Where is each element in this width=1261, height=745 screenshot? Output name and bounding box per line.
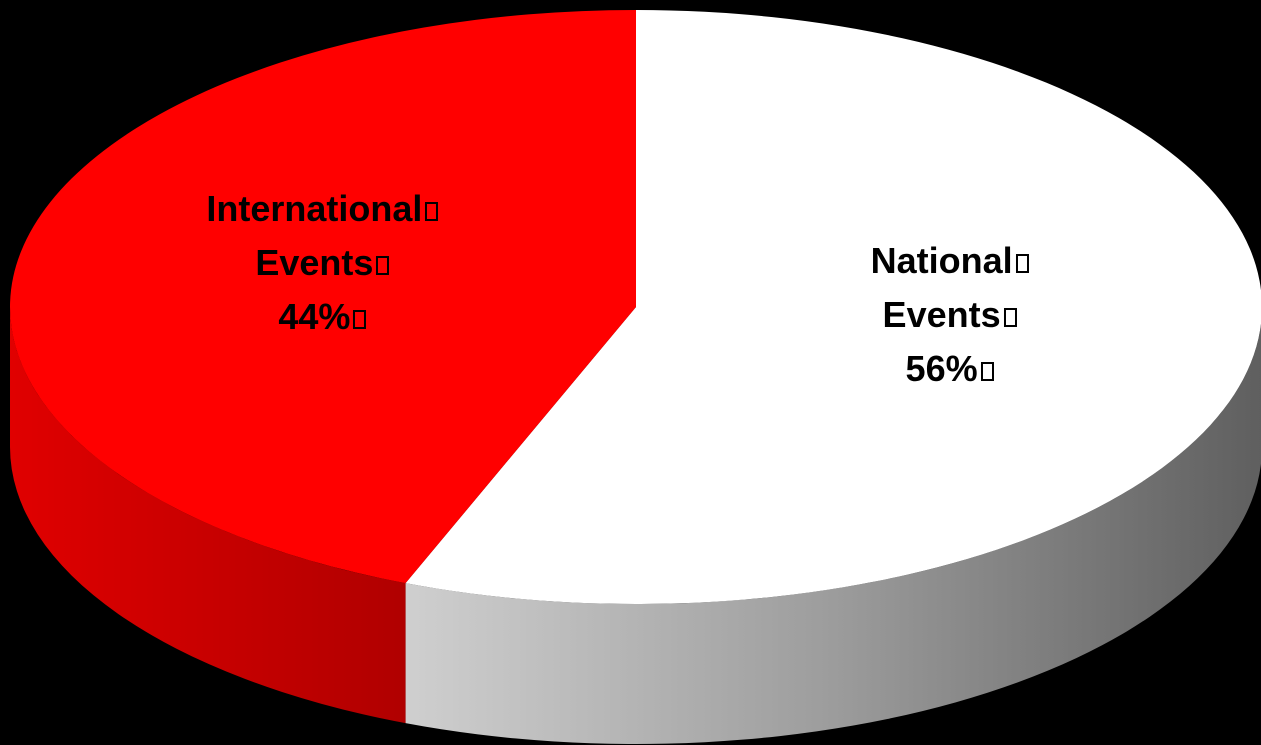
- data-label-line: 44%: [206, 290, 438, 344]
- data-label-text: 44%: [278, 295, 351, 337]
- pie-slice-national-events: [405, 10, 1261, 604]
- data-label-national-events: National Events 56%: [871, 234, 1029, 396]
- data-label-line: Events: [206, 236, 438, 290]
- data-label-international-events: International Events 44%: [206, 182, 439, 344]
- missing-glyph-icon: [376, 255, 390, 275]
- pie-slice-side-international-events: [10, 307, 406, 724]
- missing-glyph-icon: [353, 309, 367, 329]
- data-label-text: 56%: [905, 348, 978, 390]
- data-label-text: Events: [255, 241, 374, 283]
- pie-slice-side-national-events: [405, 323, 1261, 744]
- missing-glyph-icon: [1015, 254, 1029, 274]
- missing-glyph-icon: [980, 362, 994, 382]
- data-label-line: Events: [871, 288, 1029, 342]
- data-label-text: National: [870, 240, 1013, 282]
- data-label-text: Events: [882, 294, 1001, 336]
- data-label-line: 56%: [871, 342, 1029, 396]
- missing-glyph-icon: [1003, 308, 1017, 328]
- data-label-line: International: [206, 182, 439, 236]
- data-label-line: National: [871, 234, 1029, 288]
- missing-glyph-icon: [425, 201, 439, 221]
- pie-slice-international-events: [10, 10, 636, 584]
- data-label-text: International: [206, 187, 423, 229]
